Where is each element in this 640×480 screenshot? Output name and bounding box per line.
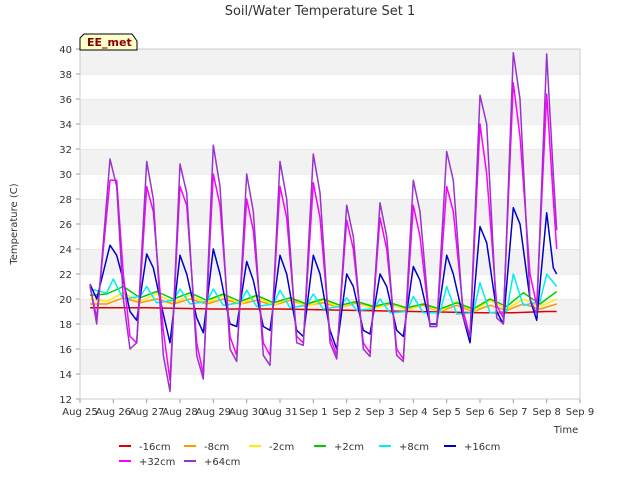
x-tick-label: Sep 9 xyxy=(566,407,594,418)
x-tick-label: Sep 8 xyxy=(532,407,560,418)
x-tick-label: Sep 7 xyxy=(499,407,527,418)
x-tick-label: Aug 31 xyxy=(262,407,297,418)
legend-label: -16cm xyxy=(139,442,171,453)
legend-item: -8cm xyxy=(184,442,229,453)
x-axis-label: Time xyxy=(553,425,578,436)
y-tick-label: 34 xyxy=(59,120,72,131)
legend-item: +64cm xyxy=(184,457,240,468)
legend-item: +16cm xyxy=(444,442,500,453)
grid-band xyxy=(80,49,580,74)
y-tick-label: 38 xyxy=(59,70,72,81)
y-tick-label: 24 xyxy=(59,245,72,256)
y-tick-label: 30 xyxy=(59,170,72,181)
series-line xyxy=(89,285,558,310)
x-tick-label: Sep 1 xyxy=(299,407,327,418)
legend-label: -2cm xyxy=(269,442,294,453)
legend-item: -16cm xyxy=(119,442,171,453)
x-tick-label: Aug 27 xyxy=(129,407,164,418)
grid-band xyxy=(80,174,580,199)
y-tick-label: 26 xyxy=(59,220,72,231)
series-line xyxy=(89,292,558,313)
y-tick-label: 22 xyxy=(59,270,72,281)
series-line xyxy=(89,206,558,350)
legend: -16cm -8cm -2cm +2cm +8cm +16cm +32cm +64cm xyxy=(119,442,500,468)
plot-lines xyxy=(89,51,558,393)
legend-item: +8cm xyxy=(379,442,429,453)
grid-band xyxy=(80,124,580,149)
y-tick-label: 20 xyxy=(59,295,72,306)
y-tick-label: 14 xyxy=(59,370,72,381)
y-tick-label: 18 xyxy=(59,320,72,331)
station-badge: EE_met xyxy=(79,33,138,51)
y-tick-label: 40 xyxy=(59,45,72,56)
grid-band xyxy=(80,199,580,224)
x-tick-label: Aug 29 xyxy=(196,407,231,418)
grid-band xyxy=(80,249,580,274)
grid-band xyxy=(80,149,580,174)
x-tick-label: Sep 5 xyxy=(432,407,460,418)
legend-label: -8cm xyxy=(204,442,229,453)
grid-band xyxy=(80,99,580,124)
x-tick-label: Sep 2 xyxy=(332,407,360,418)
station-badge-box xyxy=(79,33,138,51)
legend-item: +2cm xyxy=(314,442,364,453)
station-badge-label: EE_met xyxy=(87,36,132,49)
grid-band xyxy=(80,349,580,374)
x-tick-label: Aug 25 xyxy=(62,407,97,418)
y-tick-label: 16 xyxy=(59,345,72,356)
y-tick-label: 12 xyxy=(59,395,72,406)
plot-frame xyxy=(79,48,581,400)
legend-label: +8cm xyxy=(399,442,429,453)
y-tick-label: 28 xyxy=(59,195,72,206)
legend-item: +32cm xyxy=(119,457,175,468)
y-axis-label: Temperature (C) xyxy=(9,183,20,265)
x-tick-label: Sep 3 xyxy=(366,407,394,418)
series-line xyxy=(90,307,557,314)
legend-item: -2cm xyxy=(249,442,294,453)
legend-label: +2cm xyxy=(334,442,364,453)
series-line xyxy=(89,51,558,393)
x-tick-label: Aug 30 xyxy=(229,407,264,418)
y-tick-label: 32 xyxy=(59,145,72,156)
x-tick-label: Sep 6 xyxy=(466,407,494,418)
x-tick-label: Sep 4 xyxy=(399,407,427,418)
y-axis: 12 14 16 18 20 22 24 26 28 30 32 34 36 38 40 xyxy=(59,45,80,406)
legend-label: +64cm xyxy=(204,457,240,468)
legend-label: +32cm xyxy=(139,457,175,468)
series-line xyxy=(90,297,557,313)
chart-title: Soil/Water Temperature Set 1 xyxy=(225,4,416,19)
legend-label: +16cm xyxy=(464,442,500,453)
y-tick-label: 36 xyxy=(59,95,72,106)
grid-band xyxy=(80,224,580,249)
grid-band xyxy=(80,374,580,399)
x-tick-label: Aug 26 xyxy=(96,407,131,418)
grid-band xyxy=(80,74,580,99)
x-tick-label: Aug 28 xyxy=(162,407,197,418)
